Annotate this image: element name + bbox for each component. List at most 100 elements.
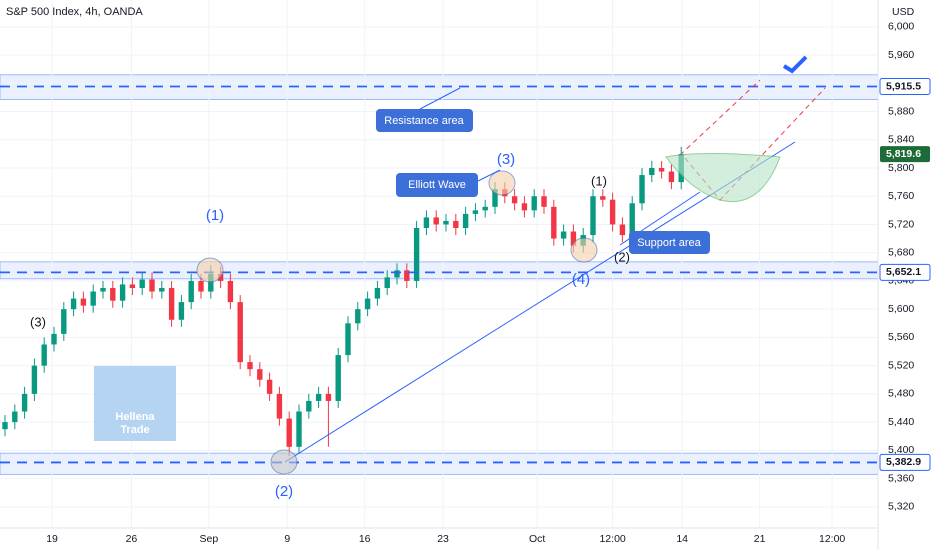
price-label: 5,915.5 xyxy=(886,80,921,92)
currency: USD xyxy=(892,6,915,18)
candle-body xyxy=(443,220,449,225)
y-tick-label: 6,000 xyxy=(888,21,914,33)
candle-body xyxy=(600,196,606,200)
price-label-box xyxy=(879,263,931,281)
candle-body xyxy=(609,199,616,225)
candle-body xyxy=(531,196,537,211)
y-tick-label: 5,760 xyxy=(888,190,914,202)
annotation: (2) xyxy=(275,483,293,500)
candle-body xyxy=(80,298,87,306)
callout-box xyxy=(396,173,478,197)
x-tick-label: Oct xyxy=(529,533,545,545)
x-tick-label: 16 xyxy=(359,533,371,545)
candle-body xyxy=(178,302,185,320)
candle-body xyxy=(413,228,420,281)
y-tick-label: 5,680 xyxy=(888,246,914,258)
candle-body xyxy=(433,217,439,225)
y-tick-label: 5,600 xyxy=(888,303,914,315)
candle-body xyxy=(384,277,390,288)
y-tick-label: 5,400 xyxy=(888,444,914,456)
candle-body xyxy=(198,280,204,292)
candle-body xyxy=(315,393,322,401)
candle-body xyxy=(168,288,175,320)
candle-body xyxy=(335,355,341,401)
candle-body xyxy=(61,309,67,334)
candle-body xyxy=(41,344,47,366)
annotation: (4) xyxy=(572,271,590,288)
callout-box xyxy=(629,231,710,254)
candle-body xyxy=(355,309,361,324)
x-tick-label: 14 xyxy=(676,533,688,545)
callout-line xyxy=(419,87,461,110)
annotation: Trade xyxy=(120,424,149,436)
candle-body xyxy=(51,333,57,345)
price-label-box xyxy=(879,77,931,95)
candle-body xyxy=(423,217,430,228)
candle-body xyxy=(629,203,635,236)
last-price-label: 5,819.6 xyxy=(886,148,921,160)
candle-body xyxy=(482,206,488,211)
annotation: Support area xyxy=(637,237,701,249)
x-tick-label: 12:00 xyxy=(599,533,625,545)
y-tick-label: 5,560 xyxy=(888,331,914,343)
candle-body xyxy=(345,323,351,356)
candle-body xyxy=(149,279,155,292)
candle-body xyxy=(649,168,655,176)
annotation: Resistance area xyxy=(384,115,464,127)
candle-body xyxy=(453,220,459,228)
x-tick-label: 21 xyxy=(754,533,766,545)
candle-body xyxy=(551,206,557,239)
y-tick-label: 5,320 xyxy=(888,501,914,513)
wave-circle xyxy=(270,449,298,475)
candle-body xyxy=(266,379,273,394)
candle-body xyxy=(472,210,479,214)
chart-title: S&P 500 Index, 4h, OANDA xyxy=(6,6,143,18)
candle-body xyxy=(560,231,567,239)
candle-body xyxy=(639,175,645,204)
candle-body xyxy=(208,273,214,292)
x-tick-label: 26 xyxy=(126,533,138,545)
y-tick-label: 5,960 xyxy=(888,49,914,61)
candle-body xyxy=(2,422,8,430)
candle-body xyxy=(590,196,596,236)
y-tick-label: 5,840 xyxy=(888,134,914,146)
candle-body xyxy=(658,168,665,172)
y-tick-label: 5,880 xyxy=(888,105,914,117)
price-label: 5,652.1 xyxy=(886,266,921,278)
x-tick-label: 9 xyxy=(284,533,290,545)
price-label: 5,382.9 xyxy=(886,456,921,468)
y-tick-label: 5,480 xyxy=(888,388,914,400)
annotation: Elliott Wave xyxy=(408,179,466,191)
x-tick-label: 19 xyxy=(46,533,58,545)
candle-body xyxy=(70,298,77,310)
candle-body xyxy=(492,189,498,207)
candle-body xyxy=(462,213,469,228)
candle-body xyxy=(119,284,126,301)
candle-body xyxy=(286,418,292,447)
y-tick-label: 5,720 xyxy=(888,218,914,230)
annotation: (2) xyxy=(614,249,630,264)
candle-body xyxy=(90,291,96,306)
wave-circle xyxy=(570,237,598,263)
y-tick-label: 5,800 xyxy=(888,162,914,174)
candle-body xyxy=(129,284,136,288)
candle-body xyxy=(276,393,283,419)
candle-body xyxy=(227,280,234,303)
y-tick-label: 5,520 xyxy=(888,359,914,371)
candle-body xyxy=(511,196,518,204)
wave-circle xyxy=(196,257,224,283)
annotation: (1) xyxy=(591,173,607,188)
candle-body xyxy=(21,393,28,412)
candle-body xyxy=(257,369,263,380)
candle-body xyxy=(325,393,332,401)
candle-body xyxy=(188,280,194,303)
candle-body xyxy=(394,270,400,278)
x-tick-label: Sep xyxy=(199,533,218,545)
cup-pattern xyxy=(665,153,781,202)
x-tick-label: 12:00 xyxy=(819,533,845,545)
candle-body xyxy=(570,231,577,246)
annotation: (3) xyxy=(497,151,515,168)
candle-body xyxy=(374,288,381,299)
candle-body xyxy=(247,362,253,370)
